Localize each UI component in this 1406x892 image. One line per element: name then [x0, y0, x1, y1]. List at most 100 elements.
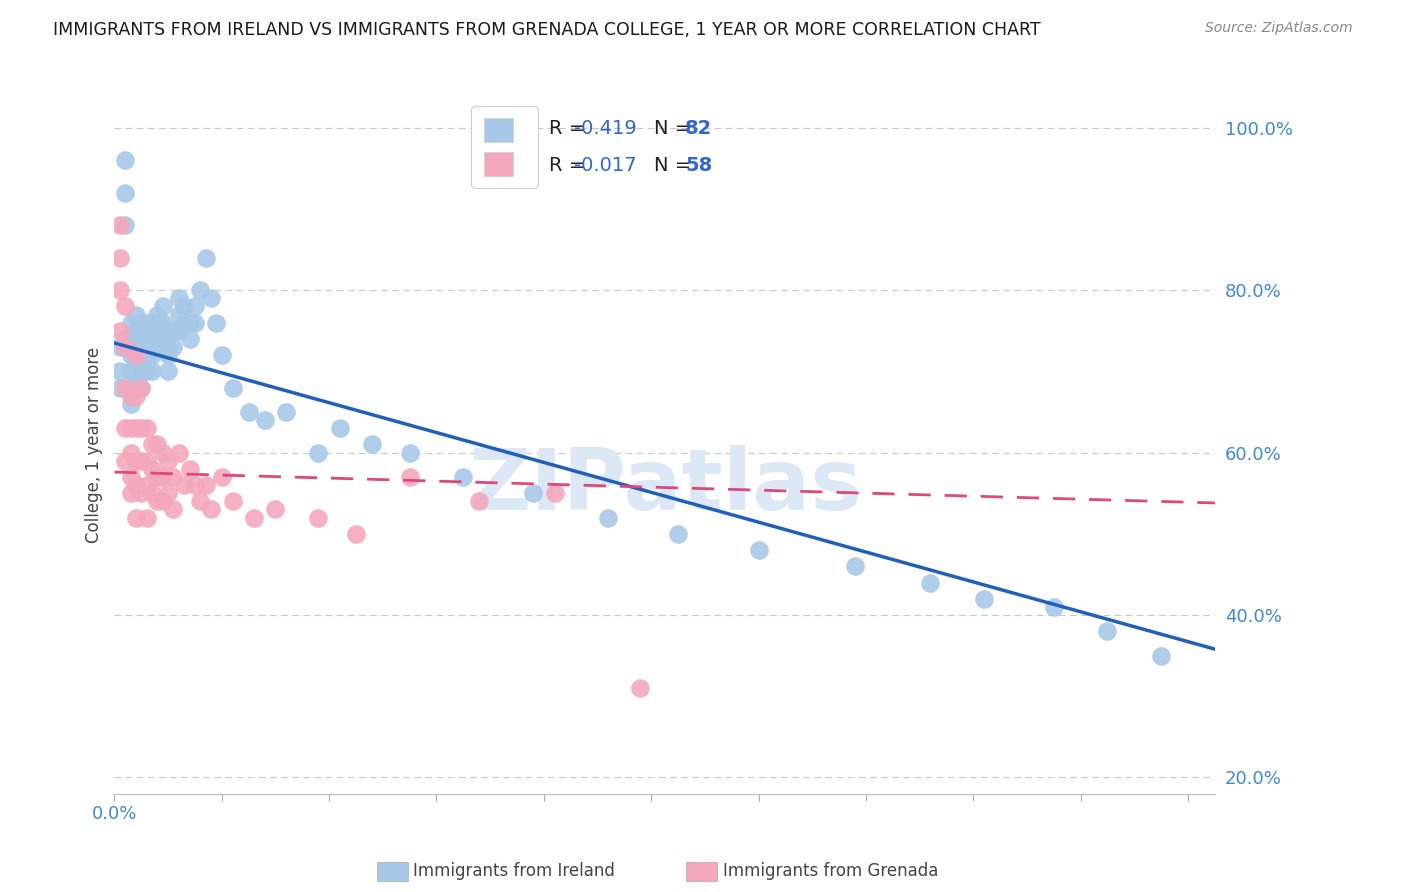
Point [114, 332, 136, 346]
Point [135, 478, 157, 492]
Point [253, 413, 276, 427]
Point [453, 470, 475, 484]
Point [108, 324, 131, 338]
Point [125, 372, 148, 386]
Point [146, 494, 169, 508]
Text: N =: N = [654, 155, 697, 175]
Point [141, 486, 163, 500]
Point [184, 478, 207, 492]
Point [543, 486, 565, 500]
Point [108, 340, 131, 354]
Point [129, 454, 152, 468]
Point [157, 340, 180, 354]
Point [141, 316, 163, 330]
Point [264, 502, 287, 516]
Point [1150, 648, 1173, 663]
Point [108, 218, 131, 232]
Point [221, 381, 243, 395]
Point [125, 348, 148, 362]
Point [141, 462, 163, 476]
Point [146, 308, 169, 322]
Point [125, 454, 148, 468]
Point [125, 332, 148, 346]
Point [157, 486, 180, 500]
Point [125, 324, 148, 338]
Point [522, 486, 544, 500]
Point [114, 300, 136, 314]
Point [135, 348, 157, 362]
Point [173, 478, 195, 492]
Point [167, 445, 190, 459]
Point [108, 381, 131, 395]
Text: Immigrants from Ireland: Immigrants from Ireland [413, 863, 616, 880]
Text: -0.017: -0.017 [574, 155, 637, 175]
Point [276, 405, 298, 419]
Point [135, 364, 157, 378]
Point [135, 421, 157, 435]
Point [129, 381, 152, 395]
Text: R =: R = [548, 155, 592, 175]
Point [125, 510, 148, 524]
Point [129, 421, 152, 435]
Point [146, 340, 169, 354]
Text: Source: ZipAtlas.com: Source: ZipAtlas.com [1205, 21, 1353, 36]
Point [152, 316, 174, 330]
Point [167, 308, 190, 322]
Point [114, 153, 136, 168]
Point [129, 356, 152, 370]
Point [114, 381, 136, 395]
Point [152, 300, 174, 314]
Point [152, 445, 174, 459]
Point [120, 470, 142, 484]
Point [194, 251, 217, 265]
Point [152, 470, 174, 484]
Point [120, 348, 142, 362]
Point [120, 381, 142, 395]
Point [188, 283, 211, 297]
Point [114, 421, 136, 435]
Point [179, 316, 201, 330]
Point [188, 494, 211, 508]
Point [129, 381, 152, 395]
Point [344, 526, 367, 541]
Point [205, 316, 228, 330]
Point [125, 348, 148, 362]
Point [135, 510, 157, 524]
Point [108, 251, 131, 265]
Point [114, 186, 136, 200]
Point [238, 405, 260, 419]
Point [146, 316, 169, 330]
Point [120, 421, 142, 435]
Point [129, 486, 152, 500]
Text: Immigrants from Grenada: Immigrants from Grenada [723, 863, 938, 880]
Point [666, 526, 689, 541]
Point [598, 510, 620, 524]
Point [157, 454, 180, 468]
Point [194, 478, 217, 492]
Legend: , : , [471, 105, 538, 188]
Point [211, 470, 233, 484]
Point [146, 437, 169, 451]
Text: -0.419: -0.419 [574, 120, 637, 138]
Point [162, 340, 184, 354]
Point [125, 389, 148, 403]
Point [125, 308, 148, 322]
Point [184, 300, 207, 314]
Point [1097, 624, 1119, 639]
Point [120, 445, 142, 459]
Point [114, 454, 136, 468]
Point [200, 502, 222, 516]
Point [114, 218, 136, 232]
Point [129, 316, 152, 330]
Point [173, 316, 195, 330]
Point [162, 502, 184, 516]
Point [243, 510, 266, 524]
Point [108, 364, 131, 378]
Point [108, 283, 131, 297]
Point [129, 348, 152, 362]
Point [920, 575, 942, 590]
Point [398, 445, 420, 459]
Point [114, 340, 136, 354]
Point [141, 348, 163, 362]
Point [157, 348, 180, 362]
